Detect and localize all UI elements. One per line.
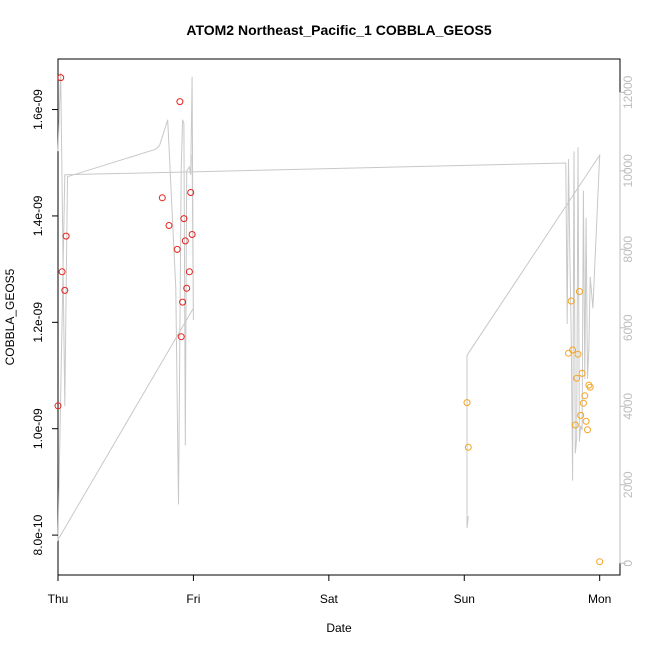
data-point-orange xyxy=(573,374,581,382)
y-tick-label: 1.4e-09 xyxy=(31,195,45,236)
data-point-orange xyxy=(579,399,587,407)
y-tick-label: 1.0e-09 xyxy=(31,408,45,449)
data-point-red xyxy=(57,74,65,82)
data-point-red xyxy=(58,268,66,276)
x-axis: Thu Fri Sat Sun Mon xyxy=(48,574,611,606)
x-tick-label: Thu xyxy=(48,592,69,606)
data-point-red xyxy=(183,284,191,292)
data-point-red xyxy=(61,286,69,294)
plot-frame xyxy=(57,58,621,576)
data-point-orange xyxy=(567,297,575,305)
y-axis: 8.0e-10 1.0e-09 1.2e-09 1.4e-09 1.6e-09 xyxy=(31,89,58,555)
data-point-orange xyxy=(571,421,579,429)
right-y-axis: 0 2000 4000 6000 8000 10000 12000 xyxy=(619,75,635,567)
data-point-orange xyxy=(596,558,604,566)
chart-title: ATOM2 Northeast_Pacific_1 COBBLA_GEOS5 xyxy=(186,22,491,38)
data-point-red xyxy=(180,215,188,223)
x-tick-label: Fri xyxy=(186,592,200,606)
data-point-orange xyxy=(578,369,586,377)
data-point-orange xyxy=(575,288,583,295)
data-point-orange xyxy=(577,411,585,419)
data-point-orange xyxy=(584,426,591,434)
line-series-layer xyxy=(57,72,601,542)
data-point-red xyxy=(187,189,195,196)
data-point-red xyxy=(179,298,187,306)
x-tick-label: Sat xyxy=(320,592,339,606)
data-point-red xyxy=(62,232,70,240)
right-y-tick-label: 0 xyxy=(621,560,635,567)
y-tick-label: 8.0e-10 xyxy=(31,514,45,555)
points-layer xyxy=(54,74,604,566)
series-line-2 xyxy=(57,72,601,542)
data-point-orange xyxy=(586,383,594,391)
data-point-red xyxy=(176,98,184,106)
data-point-orange xyxy=(463,399,471,407)
data-point-orange xyxy=(582,417,590,425)
data-point-red xyxy=(165,222,173,229)
right-y-tick-label: 6000 xyxy=(621,314,635,341)
data-point-orange xyxy=(581,392,589,400)
y-tick-label: 1.6e-09 xyxy=(31,89,45,130)
data-point-orange xyxy=(464,443,472,451)
right-y-tick-label: 4000 xyxy=(621,393,635,420)
data-point-orange xyxy=(574,350,582,358)
data-point-orange xyxy=(565,349,572,357)
x-tick-label: Mon xyxy=(588,592,611,606)
data-point-red xyxy=(188,231,196,238)
x-tick-label: Sun xyxy=(454,592,475,606)
right-y-tick-label: 8000 xyxy=(621,236,635,263)
data-point-red xyxy=(173,245,181,253)
data-point-orange xyxy=(569,346,577,354)
data-point-red xyxy=(158,194,166,202)
y-tick-label: 1.2e-09 xyxy=(31,302,45,343)
data-point-red xyxy=(185,268,193,276)
right-y-tick-label: 2000 xyxy=(621,471,635,498)
data-point-red xyxy=(177,333,185,341)
right-y-tick-label: 10000 xyxy=(621,154,635,188)
data-point-red xyxy=(181,237,189,245)
x-axis-label: Date xyxy=(326,621,352,635)
data-point-red xyxy=(54,402,62,410)
right-y-tick-label: 12000 xyxy=(621,75,635,109)
y-axis-label: COBBLA_GEOS5 xyxy=(3,268,17,365)
